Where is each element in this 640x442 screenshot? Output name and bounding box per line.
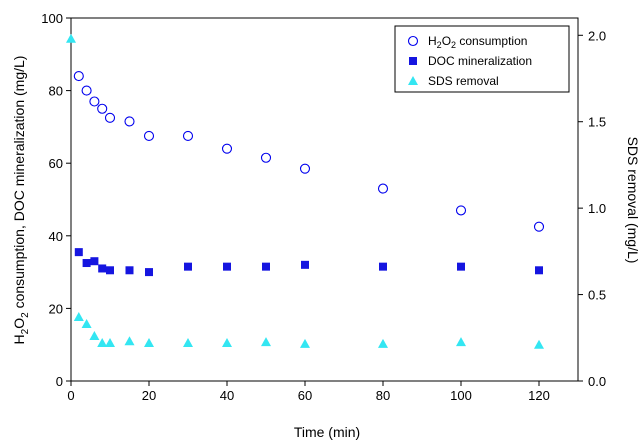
doc-mineralization-point <box>145 268 153 277</box>
y-left-tick-label: 80 <box>49 84 63 99</box>
doc-mineralization-point <box>457 262 465 271</box>
h2o2-consumption-point <box>377 183 389 194</box>
plot-border <box>70 17 579 382</box>
doc-mineralization-point <box>262 262 270 271</box>
sds-removal-point <box>144 337 154 347</box>
doc-mineralization-point <box>82 259 91 268</box>
legend-label-h2o2-consumption: H2O2 consumption <box>428 34 527 50</box>
doc-mineralization-point <box>184 262 192 271</box>
y-right-tick-label: 0.0 <box>588 374 606 389</box>
sds-removal-point <box>66 33 76 43</box>
y-left-tick-label: 100 <box>41 11 63 26</box>
x-tick-label: 100 <box>450 388 472 403</box>
x-tick-label: 0 <box>67 388 74 403</box>
sds-removal-point <box>97 337 108 347</box>
h2o2-consumption-point <box>124 116 135 127</box>
sds-removal-point <box>183 337 193 347</box>
h2o2-consumption-point <box>221 143 233 154</box>
doc-mineralization-point <box>106 266 114 275</box>
y-left-tick-label: 60 <box>49 156 63 171</box>
doc-mineralization-point <box>301 260 309 269</box>
y-left-tick-label: 0 <box>56 374 63 389</box>
h2o2-consumption-point <box>104 112 116 123</box>
legend-label-sds-removal: SDS removal <box>428 74 499 88</box>
sds-removal-point <box>73 312 84 322</box>
x-tick-label: 60 <box>298 388 312 403</box>
doc-mineralization-point <box>223 262 231 271</box>
legend-label-doc-mineralization: DOC mineralization <box>428 54 532 68</box>
legend-marker-doc-mineralization <box>409 57 417 65</box>
sds-removal-point <box>124 336 135 346</box>
sds-removal-point <box>261 337 271 347</box>
h2o2-consumption-point <box>81 85 92 96</box>
h2o2-consumption-point <box>182 130 194 142</box>
sds-removal-point <box>378 338 388 348</box>
x-tick-label: 120 <box>528 388 550 403</box>
plot-frame <box>70 17 579 382</box>
doc-mineralization-point <box>125 266 134 275</box>
doc-mineralization-point <box>379 262 387 271</box>
x-tick-label: 80 <box>376 388 390 403</box>
legend-marker-sds-removal <box>408 76 418 85</box>
h2o2-consumption-point <box>299 163 311 174</box>
x-tick-label: 40 <box>220 388 234 403</box>
legend: H2O2 consumption DOC mineralization SDS re… <box>394 25 570 93</box>
doc-mineralization-point <box>98 264 107 273</box>
h2o2-consumption-point <box>73 71 84 82</box>
h2o2-consumption-point <box>455 205 467 216</box>
sds-removal-point <box>81 318 92 328</box>
y-axis-left: 0 20 40 60 80 100 <box>41 11 71 389</box>
doc-mineralization-point <box>74 248 83 257</box>
y-left-tick-label: 40 <box>49 229 63 244</box>
doc-mineralization-point <box>90 257 99 266</box>
h2o2-consumption-point <box>89 96 100 107</box>
sds-removal-point <box>300 338 310 348</box>
legend-marker-h2o2-consumption <box>407 35 419 47</box>
y-axis-right-label: SDS removal (mg/L) <box>625 137 640 264</box>
h2o2-consumption-point <box>143 130 155 142</box>
h2o2-consumption-point <box>533 221 545 232</box>
y-axis-right: 0.0 0.5 1.0 1.5 2.0 <box>578 28 606 389</box>
y-right-tick-label: 0.5 <box>588 288 606 303</box>
sds-removal-point <box>89 331 100 341</box>
y-left-tick-label: 20 <box>49 301 63 316</box>
sds-removal-point <box>534 339 544 349</box>
data-points <box>66 33 545 349</box>
h2o2-consumption-point <box>97 103 108 114</box>
sds-removal-point <box>105 337 115 347</box>
doc-mineralization-point <box>535 266 543 275</box>
h2o2-consumption-point <box>260 152 272 163</box>
y-right-tick-label: 1.0 <box>588 201 606 216</box>
y-axis-left-label: H2O2 consumption, DOC mineralization (mg… <box>11 56 31 345</box>
x-axis-label: Time (min) <box>294 424 360 440</box>
x-tick-label: 20 <box>142 388 156 403</box>
legend-box <box>394 25 570 93</box>
sds-removal-point <box>456 337 466 347</box>
x-axis: 0 20 40 60 80 100 120 <box>67 381 550 403</box>
y-right-tick-label: 2.0 <box>588 28 606 43</box>
y-right-tick-label: 1.5 <box>588 115 606 130</box>
sds-removal-point <box>222 337 232 347</box>
